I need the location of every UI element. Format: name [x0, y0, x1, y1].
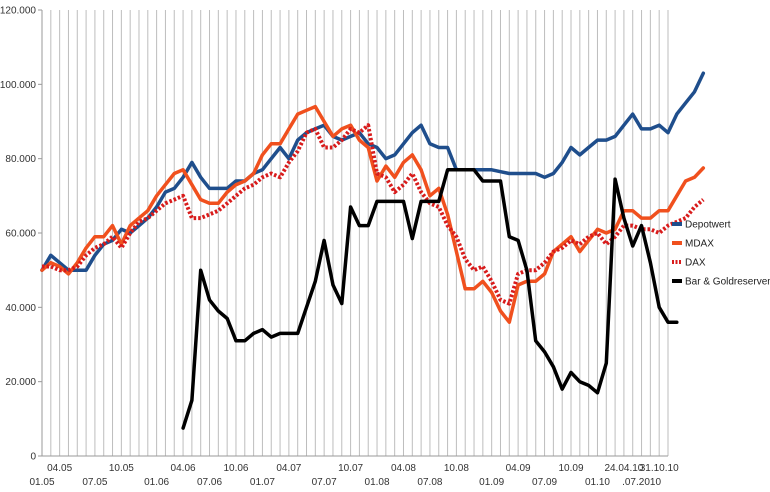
legend-label: Bar & Goldreserven	[685, 277, 770, 288]
x-tick-label: 10.07	[338, 463, 363, 474]
legend: Depotwert MDAX DAX Bar & Goldreserven	[672, 220, 770, 288]
y-tick-label: 120.000	[0, 6, 36, 17]
x-tick-label: 07.06	[197, 477, 222, 488]
y-axis-tick-labels: 0 20.000 40.000 60.000 80.000 100.000 120.000	[0, 6, 36, 463]
x-tick-label: 04.09	[506, 463, 531, 474]
x-tick-label: 01.05	[29, 477, 54, 488]
x-tick-label: .07.2010	[622, 477, 661, 488]
x-tick-label: 04.07	[276, 463, 301, 474]
x-tick-label: 07.08	[417, 477, 442, 488]
series-line-bar-goldreserven	[181, 168, 679, 430]
x-tick-label: 01.07	[250, 477, 275, 488]
x-axis-tick-labels: 04.05 10.05 04.06 10.06 04.07 10.07 04.08 10.08…	[29, 463, 679, 488]
x-tick-label: 24.04.10	[604, 463, 643, 474]
x-tick-label: 10.09	[558, 463, 583, 474]
legend-label: DAX	[685, 258, 706, 269]
x-tick-label: 01.06	[144, 477, 169, 488]
series-line-mdax	[40, 104, 706, 324]
x-tick-label: 01.08	[365, 477, 390, 488]
x-tick-label: 07.05	[82, 477, 107, 488]
x-tick-label: 04.08	[391, 463, 416, 474]
y-tick-label: 0	[30, 452, 36, 463]
x-tick-label: 01.09	[479, 477, 504, 488]
x-tick-label: 04.05	[47, 463, 72, 474]
x-tick-label: 01.10	[585, 477, 610, 488]
x-tick-label: 10.05	[109, 463, 134, 474]
x-tick-label: 10.06	[223, 463, 248, 474]
legend-label: MDAX	[685, 239, 714, 250]
y-tick-label: 100.000	[0, 80, 36, 91]
y-tick-label: 40.000	[5, 303, 36, 314]
y-tick-label: 80.000	[5, 154, 36, 165]
x-tick-label: 07.07	[312, 477, 337, 488]
x-tick-label: 04.06	[171, 463, 196, 474]
x-tick-label: 07.09	[532, 477, 557, 488]
y-tick-label: 20.000	[5, 377, 36, 388]
x-tick-label: 31.10.10	[640, 463, 679, 474]
x-tick-label: 10.08	[444, 463, 469, 474]
series-lines	[40, 71, 706, 430]
series-line-dax	[42, 123, 705, 306]
y-tick-label: 60.000	[5, 229, 36, 240]
vertical-gridlines	[41, 10, 669, 456]
legend-label: Depotwert	[685, 220, 731, 231]
axes	[38, 9, 668, 457]
